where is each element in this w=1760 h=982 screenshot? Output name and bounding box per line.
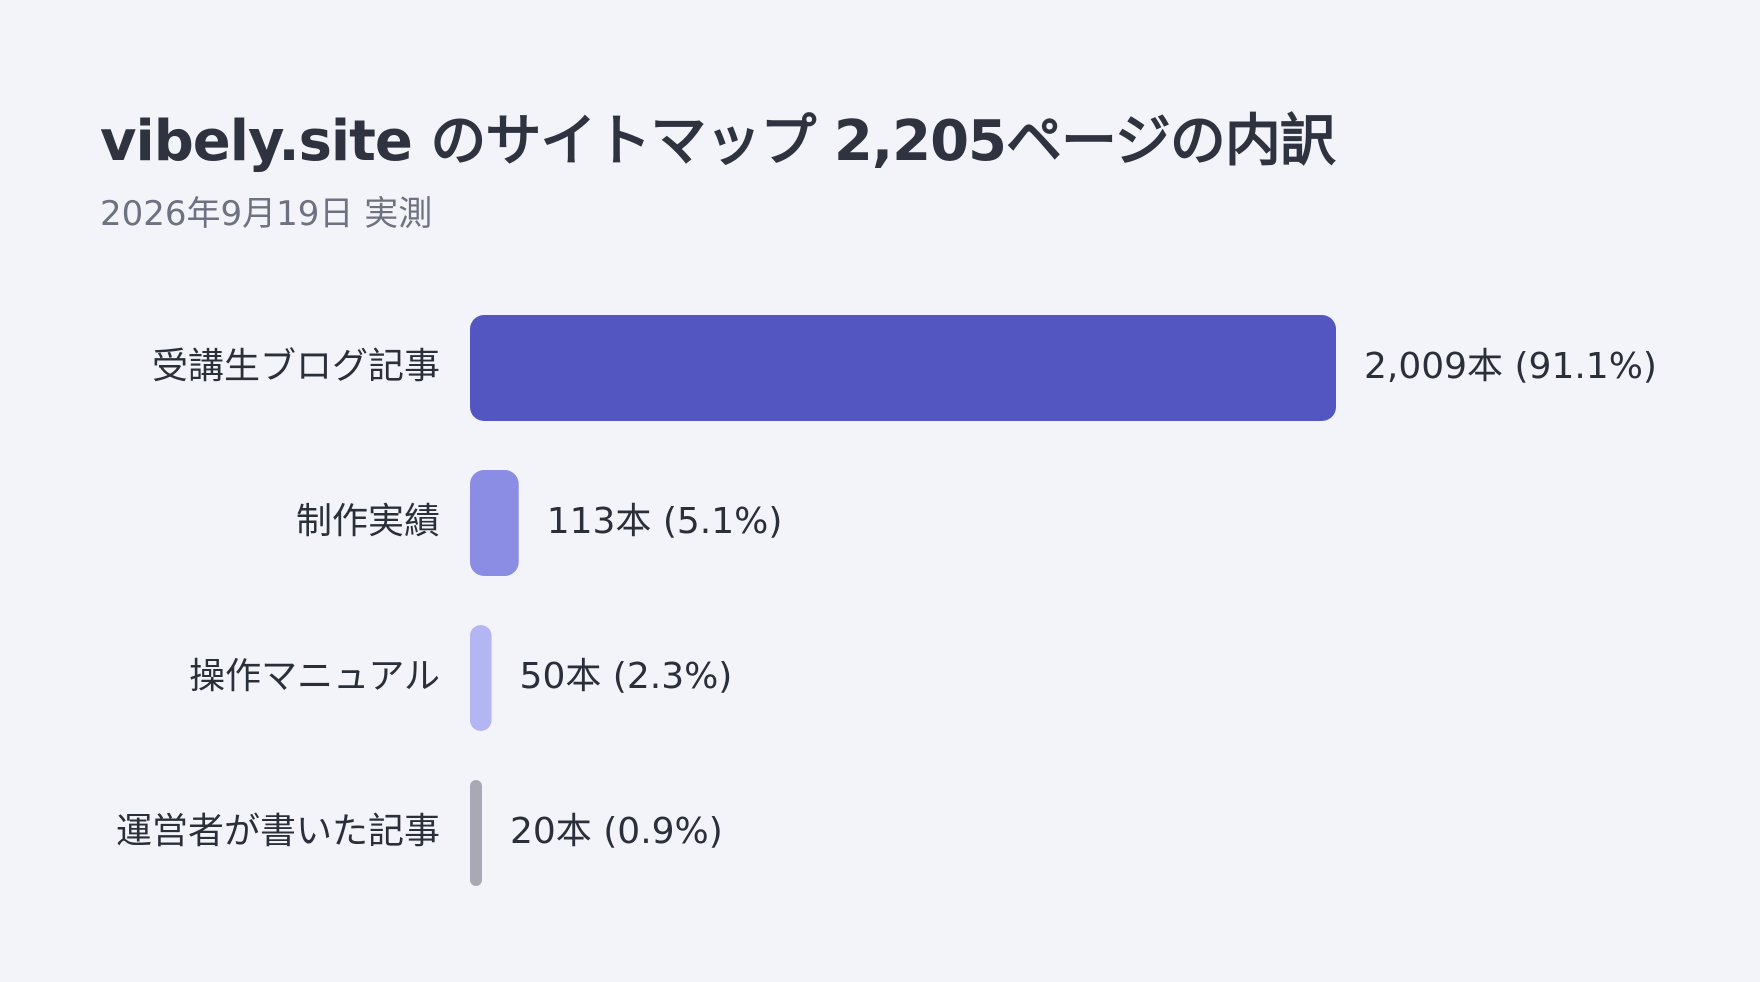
data-label: 50本 (2.3%) [520, 656, 733, 697]
bar [470, 780, 482, 886]
data-label: 20本 (0.9%) [510, 811, 723, 852]
category-label: 制作実績 [296, 501, 440, 542]
data-label: 113本 (5.1%) [547, 501, 783, 542]
data-label: 2,009本 (91.1%) [1364, 346, 1657, 387]
bar [470, 625, 492, 731]
chart-title: vibely.site のサイトマップ 2,205ページの内訳 [100, 109, 1336, 174]
bar [470, 470, 519, 576]
category-label: 運営者が書いた記事 [116, 811, 440, 852]
category-label: 受講生ブログ記事 [152, 346, 440, 387]
category-label: 操作マニュアル [189, 656, 440, 697]
bar [470, 315, 1336, 421]
chart-subtitle: 2026年9月19日 実測 [100, 194, 433, 234]
